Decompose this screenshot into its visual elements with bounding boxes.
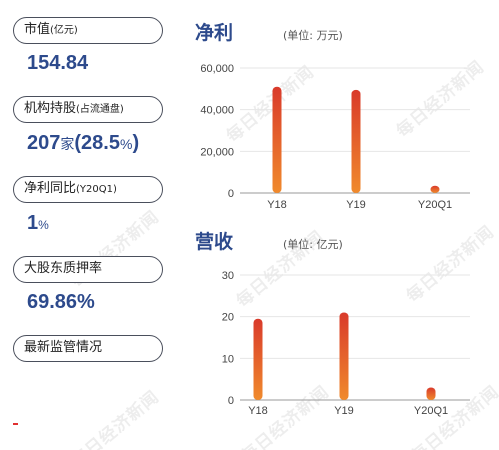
revenue-xtick-label: Y20Q1 bbox=[414, 405, 448, 417]
revenue-ytick-label: 10 bbox=[222, 353, 234, 365]
profit-ytick-label: 20,000 bbox=[200, 146, 234, 158]
revenue-bar bbox=[426, 387, 436, 400]
revenue-chart-title: 营收 bbox=[195, 231, 234, 253]
pledge-rate-label: 大股东质押率 bbox=[13, 256, 163, 283]
profit-yoy-value: 1% bbox=[27, 212, 49, 234]
regulation-label: 最新监管情况 bbox=[13, 335, 163, 362]
market-cap-value: 154.84 bbox=[27, 52, 89, 74]
profit-ytick-label: 0 bbox=[228, 188, 234, 200]
revenue-chart-unit: (单位: 亿元) bbox=[283, 238, 343, 251]
institution-holding-label: 机构持股(占流通盘) bbox=[13, 96, 163, 123]
revenue-xtick-label: Y18 bbox=[248, 405, 268, 417]
revenue-bar bbox=[253, 318, 263, 400]
profit-bar bbox=[430, 185, 440, 193]
revenue-xtick-label: Y19 bbox=[334, 405, 354, 417]
profit-chart-unit: (单位: 万元) bbox=[283, 29, 343, 42]
profit-ytick-label: 40,000 bbox=[200, 105, 234, 117]
revenue-bar bbox=[339, 312, 349, 400]
pledge-rate-value: 69.86% bbox=[27, 291, 95, 313]
profit-xtick-label: Y18 bbox=[267, 199, 287, 211]
profit-yoy-label: 净利同比(Y20Q1) bbox=[13, 176, 163, 203]
revenue-ytick-label: 0 bbox=[228, 395, 234, 407]
profit-xtick-label: Y19 bbox=[346, 199, 366, 211]
revenue-ytick-label: 20 bbox=[222, 312, 234, 324]
red-marker bbox=[13, 423, 18, 425]
profit-bar bbox=[351, 89, 361, 193]
profit-chart-title: 净利 bbox=[195, 22, 234, 44]
market-cap-label: 市值(亿元) bbox=[13, 17, 163, 44]
revenue-ytick-label: 30 bbox=[222, 270, 234, 282]
profit-xtick-label: Y20Q1 bbox=[418, 199, 452, 211]
institution-holding-value: 207家(28.5%) bbox=[27, 132, 140, 154]
profit-ytick-label: 60,000 bbox=[200, 63, 234, 75]
profit-bar bbox=[272, 86, 282, 193]
